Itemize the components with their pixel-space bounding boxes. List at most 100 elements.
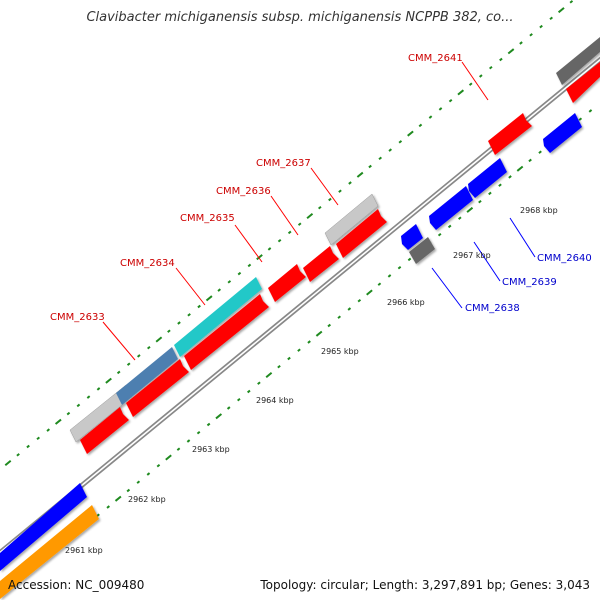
- ruler-minor-tick: [76, 403, 81, 408]
- ruler-minor-tick: [438, 107, 443, 111]
- ruler-minor-tick: [378, 156, 382, 161]
- gene-cmm-2636-arrow[interactable]: [268, 264, 306, 302]
- gene-label-cmm-2640: CMM_2640: [537, 253, 592, 264]
- ruler-minor-tick: [337, 315, 341, 319]
- gene-cmm-2641-arrow[interactable]: [488, 113, 532, 155]
- ruler-minor-tick: [287, 356, 291, 361]
- kbp-label: 2965 kbp: [321, 347, 359, 356]
- kbp-label: 2962 kbp: [128, 495, 166, 504]
- ruler-minor-tick: [136, 480, 141, 484]
- gene-label-cmm-2641: CMM_2641: [408, 53, 463, 64]
- ruler-major-tick: [557, 7, 565, 14]
- gene-label-cmm-2638: CMM_2638: [465, 303, 520, 314]
- ruler-minor-tick: [287, 230, 292, 235]
- ruler-minor-tick: [407, 257, 412, 262]
- inner-ruler-ticks: [64, 109, 593, 543]
- ruler-minor-tick: [147, 345, 151, 350]
- ruler-minor-tick: [357, 298, 362, 303]
- ruler-minor-tick: [397, 265, 402, 270]
- ruler-major-tick: [256, 254, 263, 261]
- gene-red-after-2637[interactable]: [336, 209, 387, 258]
- gene-cmm-2639-arrow[interactable]: [429, 186, 473, 230]
- ruler-minor-tick: [137, 354, 141, 358]
- gene-label-leaders: [102, 61, 536, 361]
- ruler-minor-tick: [237, 397, 241, 402]
- ruler-minor-tick: [297, 348, 301, 352]
- genome-summary-text: Topology: circular; Length: 3,297,891 bp…: [260, 578, 590, 592]
- ruler-minor-tick: [499, 57, 503, 62]
- gene-cmm-2635-arrow[interactable]: [184, 294, 269, 370]
- ruler-minor-tick: [478, 199, 482, 204]
- gene-blue-bottom-left[interactable]: [0, 483, 87, 571]
- feature-cyan-block[interactable]: [174, 277, 262, 357]
- ruler-minor-tick: [458, 216, 462, 220]
- ruler-minor-tick: [116, 370, 121, 375]
- ruler-minor-tick: [36, 436, 40, 441]
- gene-orange-bottom-left[interactable]: [0, 505, 99, 599]
- ruler-minor-tick: [388, 148, 392, 152]
- ruler-minor-tick: [226, 406, 231, 410]
- ruler-minor-tick: [277, 364, 281, 369]
- ruler-minor-tick: [508, 175, 512, 179]
- ruler-minor-tick: [377, 282, 382, 286]
- gene-red-top-right[interactable]: [566, 62, 600, 103]
- ruler-minor-tick: [578, 117, 583, 121]
- kbp-label: 2961 kbp: [65, 546, 103, 555]
- ruler-minor-tick: [156, 463, 161, 468]
- gene-label-cmm-2639: CMM_2639: [502, 277, 557, 288]
- ruler-minor-tick: [257, 381, 261, 385]
- ruler-major-tick: [215, 413, 223, 420]
- ruler-minor-tick: [206, 422, 211, 427]
- ruler-minor-tick: [529, 33, 533, 37]
- ruler-minor-tick: [126, 362, 131, 366]
- ruler-minor-tick: [488, 191, 492, 196]
- ruler-minor-tick: [569, 0, 574, 4]
- ruler-major-tick: [407, 130, 414, 137]
- feature-steelblue-block[interactable]: [116, 347, 178, 405]
- ruler-minor-tick: [247, 263, 252, 268]
- ruler-minor-tick: [448, 98, 453, 103]
- map-title: Clavibacter michiganensis subsp. michiga…: [86, 10, 514, 25]
- kbp-label: 2966 kbp: [387, 298, 425, 307]
- ruler-minor-tick: [368, 164, 372, 169]
- feature-gray-outer-2[interactable]: [324, 193, 379, 246]
- gene-cmm-2638-arrow[interactable]: [401, 224, 423, 250]
- feature-darkgray-top-right[interactable]: [556, 37, 600, 85]
- ruler-minor-tick: [86, 395, 91, 399]
- ruler-major-tick: [114, 495, 122, 502]
- kbp-label: 2963 kbp: [192, 445, 230, 454]
- gene-cmm-2637-arrow[interactable]: [303, 246, 339, 282]
- accession-text: Accession: NC_009480: [8, 578, 145, 592]
- ruler-major-tick: [507, 48, 515, 55]
- gene-cmm-2633-arrow[interactable]: [80, 407, 129, 454]
- ruler-major-tick: [466, 206, 474, 213]
- ruler-minor-tick: [227, 280, 232, 284]
- ruler-minor-tick: [437, 232, 442, 237]
- ruler-major-tick: [105, 377, 112, 384]
- ruler-minor-tick: [498, 183, 502, 187]
- gene-label-cmm-2634: CMM_2634: [120, 258, 175, 269]
- ruler-major-tick: [457, 89, 465, 96]
- ruler-minor-tick: [479, 74, 483, 78]
- ruler-minor-tick: [519, 41, 523, 45]
- ruler-major-tick: [165, 454, 172, 461]
- ruler-minor-tick: [447, 224, 452, 229]
- feature-gray-outer-1[interactable]: [69, 384, 133, 443]
- ruler-minor-tick: [66, 411, 71, 416]
- ruler-minor-tick: [468, 82, 473, 86]
- ruler-minor-tick: [348, 181, 352, 185]
- gene-label-cmm-2636: CMM_2636: [216, 186, 271, 197]
- ruler-minor-tick: [539, 24, 543, 29]
- ruler-minor-tick: [538, 150, 542, 154]
- ruler-minor-tick: [398, 140, 403, 144]
- gene-blue-right[interactable]: [543, 113, 582, 153]
- ruler-minor-tick: [186, 439, 191, 443]
- ruler-minor-tick: [187, 313, 191, 317]
- ruler-minor-tick: [328, 197, 332, 202]
- gene-cmm-2634-arrow[interactable]: [126, 359, 189, 417]
- gene-cmm-2640-arrow[interactable]: [468, 158, 507, 198]
- ruler-minor-tick: [26, 444, 30, 449]
- ruler-minor-tick: [176, 447, 181, 451]
- gene-darkgray-2638[interactable]: [409, 237, 435, 264]
- gene-label-cmm-2635: CMM_2635: [180, 213, 235, 224]
